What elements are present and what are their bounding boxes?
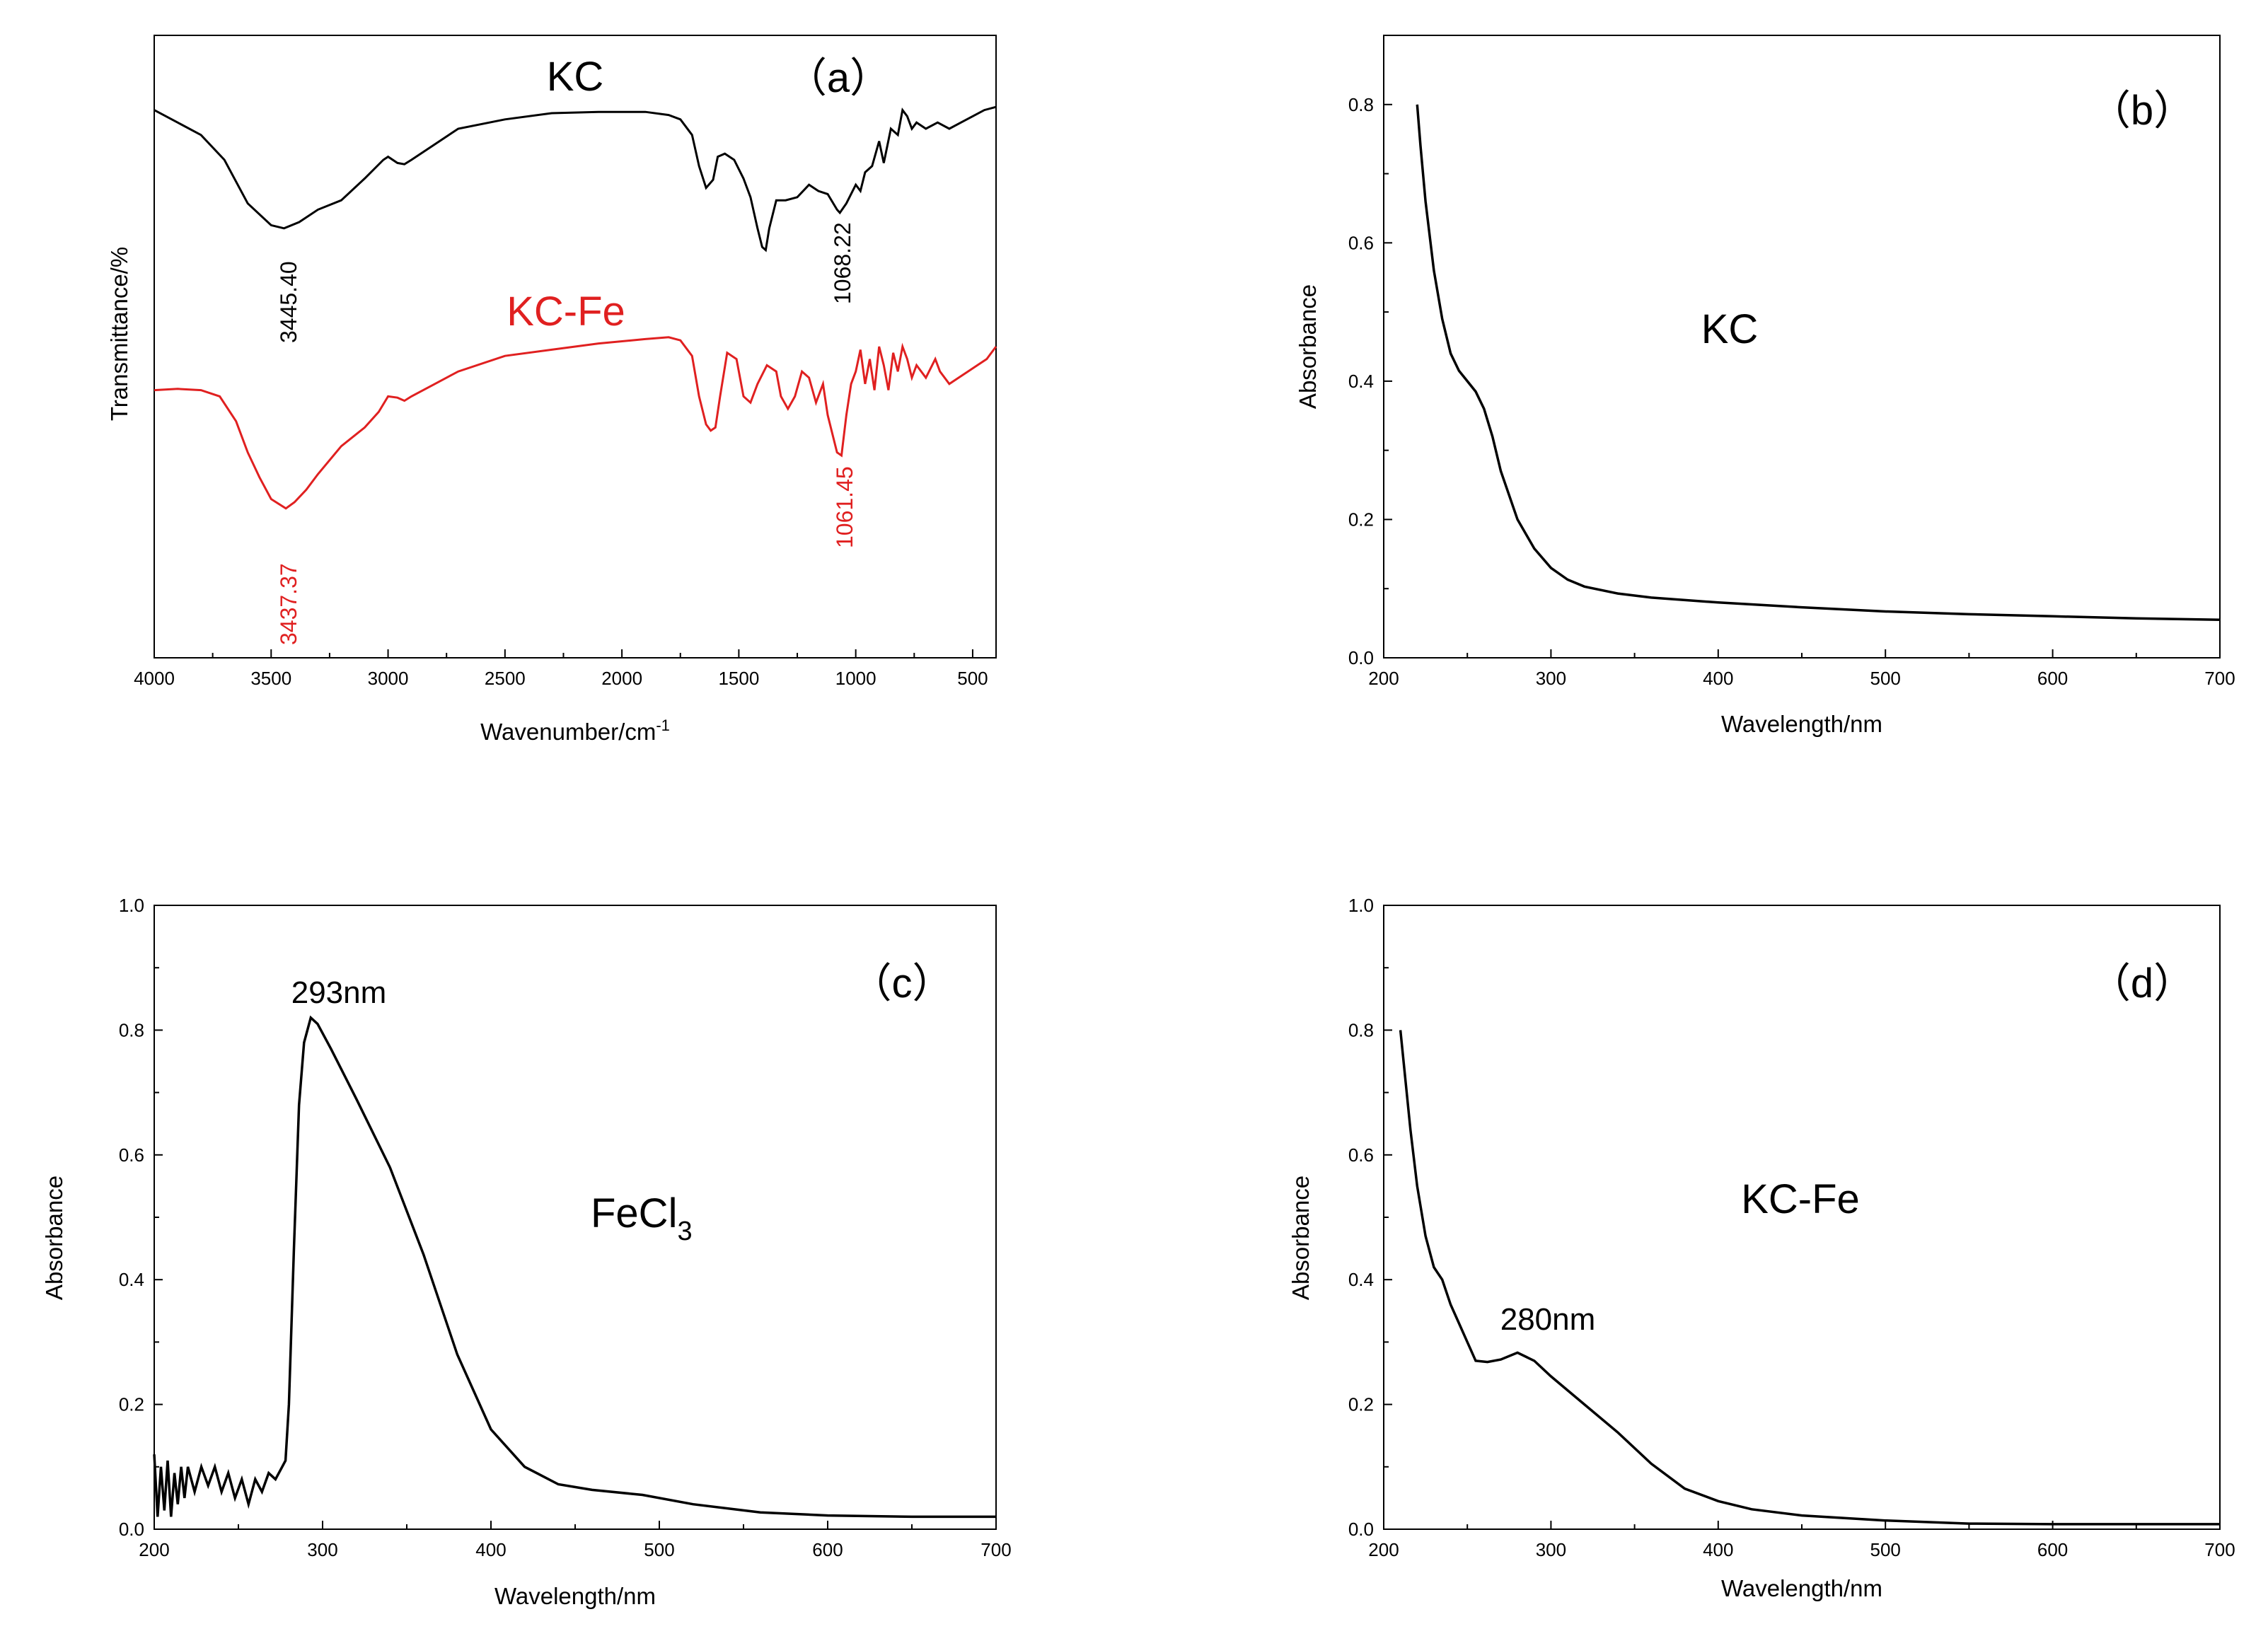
y-tick-label: 0.8 xyxy=(1348,1019,1374,1040)
y-tick-label: 0.0 xyxy=(1348,1519,1374,1540)
panel-a-y-axis-label: Transmittance/% xyxy=(106,247,132,421)
y-tick-label: 1.0 xyxy=(119,895,144,916)
x-tick-label: 400 xyxy=(1703,1539,1733,1560)
series-fecl3-uv-line xyxy=(153,1015,996,1519)
panel-b-x-ticks: 200 300 400 500 600 700 xyxy=(1368,649,2235,689)
y-tick-label: 0.2 xyxy=(1348,509,1374,530)
peak-label-1061: 1061.45 xyxy=(832,466,857,548)
panel-a-x-ticks: 4000 3500 3000 2500 2000 1500 1000 500 xyxy=(134,649,988,689)
x-tick-label: 600 xyxy=(812,1539,843,1560)
panel-c-y-axis-label: Absorbance xyxy=(41,1176,67,1300)
y-tick-label: 0.8 xyxy=(119,1019,144,1040)
y-tick-label: 0.8 xyxy=(1348,94,1374,115)
panel-b-label: （b） xyxy=(2090,88,2194,134)
x-tick-label: 4000 xyxy=(134,668,175,689)
x-tick-label: 500 xyxy=(1870,668,1901,689)
x-tick-label: 500 xyxy=(644,1539,674,1560)
panel-d-x-axis-label: Wavelength/nm xyxy=(1721,1575,1882,1601)
x-tick-label: 200 xyxy=(1368,668,1399,689)
x-tick-label: 600 xyxy=(2037,1539,2068,1560)
panel-a: 4000 3500 3000 2500 2000 1500 1000 500 Wavenumb… xyxy=(106,35,997,745)
panel-a-x-axis-label: Wavenumber/cm-1 xyxy=(480,717,670,745)
peak-label-3445: 3445.40 xyxy=(276,261,301,343)
series-kc-fe-label: KC-Fe xyxy=(507,289,625,335)
peak-label-3437: 3437.37 xyxy=(276,563,301,645)
x-tick-label: 700 xyxy=(2204,1539,2235,1560)
x-tick-label: 300 xyxy=(1536,1539,1566,1560)
panel-b-inset-label: KC xyxy=(1701,306,1759,352)
x-tick-label: 500 xyxy=(1870,1539,1901,1560)
panel-c-x-axis-label: Wavelength/nm xyxy=(494,1583,656,1609)
peak-label-1068: 1068.22 xyxy=(830,222,855,304)
series-kc-uv-line xyxy=(1416,104,2221,621)
panel-b-y-ticks: 0.0 0.2 0.4 0.6 0.8 xyxy=(1348,94,1392,668)
series-kc-fe-line xyxy=(154,336,997,510)
y-tick-label: 0.4 xyxy=(1348,371,1374,392)
series-kc-label: KC xyxy=(547,54,604,100)
y-tick-label: 1.0 xyxy=(1348,895,1374,916)
y-tick-label: 0.4 xyxy=(1348,1269,1374,1290)
x-tick-label: 200 xyxy=(1368,1539,1399,1560)
x-tick-label: 400 xyxy=(1703,668,1733,689)
x-tick-label: 700 xyxy=(980,1539,1011,1560)
x-tick-label: 3500 xyxy=(250,668,291,689)
panel-a-label: （a） xyxy=(786,55,891,101)
panel-b-x-axis-label: Wavelength/nm xyxy=(1721,711,1882,737)
x-tick-label: 700 xyxy=(2204,668,2235,689)
panel-d-x-ticks: 200 300 400 500 600 700 xyxy=(1368,1521,2235,1560)
panel-d-peak-label: 280nm xyxy=(1500,1302,1596,1337)
series-kc-line xyxy=(154,105,997,253)
panel-b: 200 300 400 500 600 700 0.0 0.2 0.4 0.6 0.8 Wavel… xyxy=(1295,35,2235,737)
y-tick-label: 0.6 xyxy=(1348,232,1374,253)
panel-b-y-axis-label: Absorbance xyxy=(1295,284,1321,409)
panel-d-y-axis-label: Absorbance xyxy=(1288,1176,1314,1300)
panel-d-y-ticks: 0.0 0.2 0.4 0.6 0.8 1.0 xyxy=(1348,895,1392,1540)
panel-d: 200 300 400 500 600 700 0.0 0.2 0.4 0.6 0.8 1.0 Wa… xyxy=(1288,895,2235,1601)
panel-c-y-ticks: 0.0 0.2 0.4 0.6 0.8 1.0 xyxy=(119,895,163,1540)
x-tick-label: 500 xyxy=(957,668,988,689)
x-tick-label: 1500 xyxy=(718,668,759,689)
panel-d-inset-label: KC-Fe xyxy=(1741,1176,1860,1222)
y-tick-label: 0.0 xyxy=(1348,647,1374,668)
y-tick-label: 0.2 xyxy=(1348,1394,1374,1415)
panel-c-inset-label: FeCl3 xyxy=(591,1190,693,1246)
panel-c: 200 300 400 500 600 700 0.0 0.2 0.4 0.6 0.8 1.0 Wa… xyxy=(41,895,1012,1609)
y-tick-label: 0.6 xyxy=(1348,1144,1374,1166)
x-tick-label: 300 xyxy=(307,1539,337,1560)
y-tick-label: 0.6 xyxy=(119,1144,144,1166)
x-tick-label: 300 xyxy=(1536,668,1566,689)
y-tick-label: 0.4 xyxy=(119,1269,144,1290)
x-tick-label: 400 xyxy=(475,1539,506,1560)
y-tick-label: 0.0 xyxy=(119,1519,144,1540)
x-tick-label: 3000 xyxy=(368,668,409,689)
x-tick-label: 600 xyxy=(2037,668,2068,689)
panel-d-label: （d） xyxy=(2090,961,2194,1006)
panel-c-label: （c） xyxy=(850,961,953,1006)
x-tick-label: 2500 xyxy=(485,668,526,689)
y-tick-label: 0.2 xyxy=(119,1394,144,1415)
x-tick-label: 2000 xyxy=(601,668,642,689)
series-kc-fe-uv-line xyxy=(1399,1030,2220,1526)
panel-c-peak-label: 293nm xyxy=(291,975,387,1010)
x-tick-label: 1000 xyxy=(835,668,876,689)
panel-c-x-ticks: 200 300 400 500 600 700 xyxy=(139,1521,1012,1560)
x-tick-label: 200 xyxy=(139,1539,169,1560)
